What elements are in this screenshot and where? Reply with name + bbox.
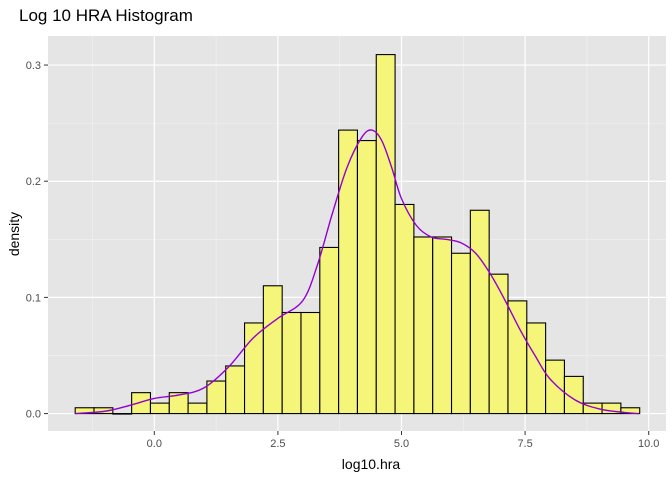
histogram-bar xyxy=(507,300,528,415)
histogram-bar xyxy=(300,311,321,415)
x-axis: 0.0 2.5 5.0 7.5 10.0 xyxy=(147,431,659,450)
y-axis-title: density xyxy=(6,212,22,256)
histogram-bars xyxy=(74,54,641,415)
histogram-bar xyxy=(469,209,490,415)
histogram-bar xyxy=(375,54,396,415)
plot-panel xyxy=(48,36,666,431)
x-tick-label: 2.5 xyxy=(270,438,285,450)
histogram-bar xyxy=(131,392,152,415)
histogram-bar xyxy=(93,407,114,415)
histogram-bar xyxy=(338,129,358,415)
histogram-bar xyxy=(563,375,584,415)
histogram-bar xyxy=(262,285,283,415)
histogram-bar xyxy=(225,365,246,415)
histogram-bar xyxy=(545,359,565,415)
histogram-bar xyxy=(319,246,340,415)
y-tick-label: 0.3 xyxy=(26,60,41,72)
histogram-bar xyxy=(206,380,227,415)
y-tick-label: 0.1 xyxy=(26,292,41,304)
histogram-bar xyxy=(488,273,509,415)
x-axis-title: log10.hra xyxy=(342,456,401,472)
x-tick-label: 5.0 xyxy=(394,438,409,450)
density-curve xyxy=(75,129,639,415)
histogram-bar xyxy=(450,252,471,415)
histogram-bar xyxy=(112,413,133,415)
x-tick-label: 0.0 xyxy=(147,438,162,450)
y-axis: 0.0 0.1 0.2 0.3 xyxy=(26,60,48,421)
chart-title: Log 10 HRA Histogram xyxy=(19,6,193,25)
y-tick-label: 0.2 xyxy=(26,176,41,188)
histogram-bar xyxy=(187,402,208,415)
y-tick-label: 0.0 xyxy=(26,409,41,421)
x-tick-label: 7.5 xyxy=(517,438,532,450)
histogram-bar xyxy=(149,402,170,415)
x-tick-label: 10.0 xyxy=(638,438,659,450)
histogram-bar xyxy=(413,236,434,415)
histogram-bar xyxy=(356,140,377,415)
histogram-bar xyxy=(281,311,302,415)
histogram-bar xyxy=(432,236,453,415)
histogram-bar xyxy=(394,203,415,415)
